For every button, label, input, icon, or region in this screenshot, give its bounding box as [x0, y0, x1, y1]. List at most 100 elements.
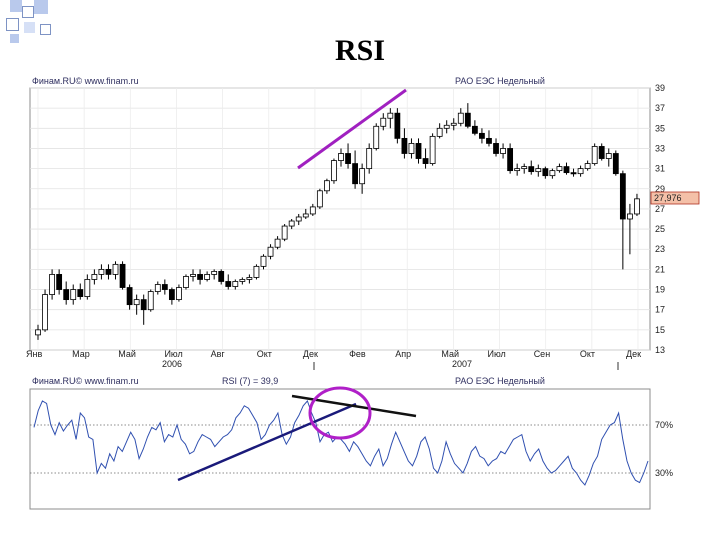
candle-body: [345, 153, 351, 164]
candle-body: [161, 284, 168, 290]
candle-body: [563, 166, 570, 174]
price-y-tick: 27: [655, 204, 665, 214]
rsi-resistance-line: [291, 394, 417, 418]
rsi-y-tick: 70%: [655, 420, 673, 430]
candle-body: [352, 163, 358, 185]
candle-body: [63, 289, 70, 301]
candle-body: [366, 148, 373, 170]
price-y-tick: 15: [655, 325, 665, 335]
candle-body: [91, 274, 98, 280]
candle-body: [274, 238, 281, 248]
price-y-tick: 37: [655, 103, 665, 113]
candle-body: [542, 168, 549, 177]
price-y-tick: 13: [655, 345, 665, 355]
price-x-tick: Янв: [26, 349, 42, 359]
price-x-tick: Июл: [488, 349, 506, 359]
price-x-tick: Июл: [164, 349, 182, 359]
candle-body: [500, 148, 506, 154]
candle-body: [493, 143, 499, 154]
candle-body: [84, 279, 91, 297]
candle-body: [401, 137, 408, 154]
price-y-tick: 21: [655, 264, 665, 274]
candle-body: [288, 220, 295, 227]
candle-body: [408, 143, 415, 154]
candle-body: [204, 274, 211, 280]
candle-body: [598, 146, 605, 159]
candle-body: [436, 127, 443, 137]
candle-body: [211, 270, 218, 275]
candle-body: [450, 122, 457, 126]
rsi-series-label: RSI (7) = 39,9: [222, 376, 278, 386]
candle-body: [56, 274, 63, 290]
candle-body: [528, 166, 535, 173]
price-plot-area: [29, 87, 651, 351]
candle-body: [126, 287, 133, 306]
price-x-tick: Фев: [349, 349, 366, 359]
candle-body: [260, 255, 267, 267]
candle-body: [316, 190, 323, 208]
price-y-tick: 23: [655, 244, 665, 254]
candle-body: [183, 276, 189, 288]
candle-body: [464, 112, 471, 127]
price-header-left: Финам.RU© www.finam.ru: [32, 76, 139, 86]
candle-body: [49, 274, 55, 295]
rsi-header-left: Финам.RU© www.finam.ru: [32, 376, 139, 386]
candle-body: [70, 289, 77, 301]
price-trendline: [297, 88, 407, 170]
price-y-tick: 35: [655, 123, 665, 133]
rsi-highlight-circle: [308, 386, 372, 440]
price-x-tick: Дек: [303, 349, 318, 359]
candle-body: [429, 135, 436, 164]
candle-body: [246, 277, 253, 280]
candle-body: [584, 163, 591, 170]
candle-body: [190, 274, 196, 277]
candle-body: [35, 329, 41, 336]
rsi-levels: 70% 30%: [30, 420, 673, 478]
candle-body: [77, 289, 84, 297]
candle-body: [486, 137, 492, 144]
candle-body: [380, 117, 387, 127]
candle-body: [619, 173, 626, 220]
candle-body: [535, 168, 542, 173]
price-grid: [30, 87, 650, 351]
price-x-tick: Мар: [72, 349, 90, 359]
candle-body: [147, 291, 154, 311]
price-x-tick: Окт: [580, 349, 595, 359]
year-label-2007: 2007: [452, 359, 472, 369]
candle-body: [338, 153, 344, 161]
candle-body: [457, 112, 464, 124]
candle-body: [549, 170, 556, 177]
candle-body: [634, 198, 640, 215]
candle-body: [42, 294, 48, 331]
rsi-plot-area: [29, 388, 651, 510]
price-x-tick: Авг: [211, 349, 226, 359]
candle-body: [577, 168, 584, 175]
candle-body: [225, 281, 232, 287]
price-y-tick: 19: [655, 285, 665, 295]
candle-body: [281, 225, 288, 240]
candle-body: [302, 213, 309, 218]
price-y-tick: 17: [655, 305, 665, 315]
year-label-2006: 2006: [162, 359, 182, 369]
candle-body: [387, 112, 394, 119]
candle-body: [133, 299, 140, 306]
candle-body: [521, 166, 528, 170]
candle-body: [154, 284, 161, 292]
last-price-label: 27,976: [654, 193, 682, 203]
candle-body: [197, 274, 203, 280]
candle-body: [176, 287, 182, 301]
candle-body: [218, 270, 225, 282]
price-y-tick: 39: [655, 83, 665, 93]
price-y-tick: 33: [655, 143, 665, 153]
candle-body: [556, 166, 563, 172]
candle-body: [239, 279, 246, 282]
candle-body: [331, 160, 337, 182]
rsi-header-right: РАО ЕЭС Недельный: [455, 376, 545, 386]
candle-body: [267, 246, 274, 257]
rsi-y-tick: 30%: [655, 468, 673, 478]
price-x-tick: Апр: [395, 349, 411, 359]
candle-body: [570, 172, 577, 175]
price-x-tick: Окт: [257, 349, 272, 359]
candle-body: [422, 158, 429, 164]
